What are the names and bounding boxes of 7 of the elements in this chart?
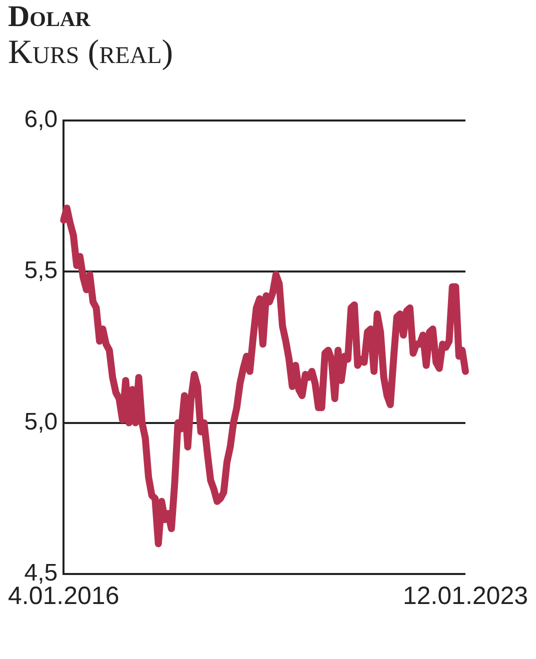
y-tick-label: 5,5 xyxy=(24,257,58,284)
chart-title: Dolar xyxy=(8,0,90,34)
x-tick-label: 12.01.2023 xyxy=(402,582,528,610)
chart-subtitle: Kurs (real) xyxy=(8,34,174,72)
y-tick-label: 4,5 xyxy=(24,560,58,587)
y-tick-label: 6,0 xyxy=(24,106,58,134)
y-tick-label: 5,0 xyxy=(24,408,58,436)
